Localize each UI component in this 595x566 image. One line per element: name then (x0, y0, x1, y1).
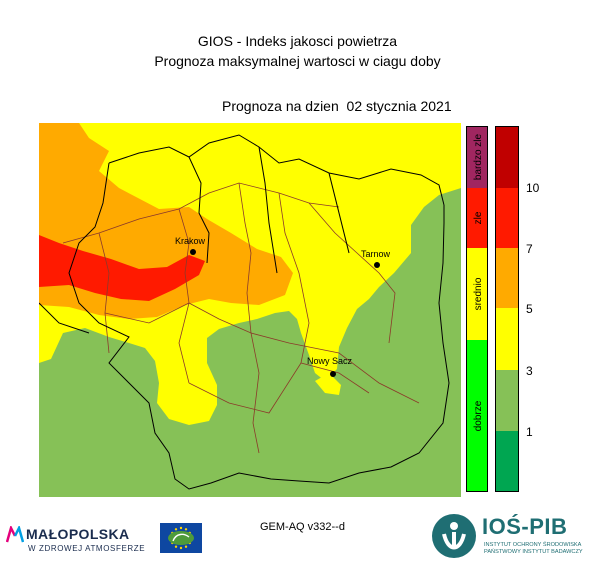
ios-pib-mark-icon (432, 514, 476, 558)
chart-title: GIOS - Indeks jakosci powietrza (197, 33, 398, 49)
legend-value-7-10 (495, 188, 519, 248)
legend-category-bar: bardzo zle zle srednio dobrze (466, 126, 488, 492)
malopolska-tagline: W ZDROWEJ ATMOSFERZE (28, 544, 146, 553)
legend-value-5-7 (495, 248, 519, 308)
legend-tick-3: 3 (526, 364, 533, 378)
legend-value-10-12 (495, 126, 519, 188)
life-logo-icon (168, 531, 194, 545)
legend-value-3-5 (495, 308, 519, 370)
zone-bad (39, 235, 205, 301)
admin-borders-province (39, 134, 450, 490)
legend-value-0-1 (495, 431, 519, 492)
eu-flag-icon (160, 523, 202, 553)
forecast-date: Prognoza na dzien 02 stycznia 2021 (222, 98, 452, 114)
legend-cat-srednio (466, 248, 488, 340)
malopolska-logo: MAŁOPOLSKA W ZDROWEJ ATMOSFERZE (6, 524, 156, 558)
legend-cat-zle (466, 188, 488, 248)
legend-cat-label-dobrze: dobrze (473, 400, 484, 431)
legend-cat-label-srednio: srednio (473, 277, 484, 310)
malopolska-mark-icon (6, 526, 24, 543)
admin-borders-regional (62, 182, 420, 454)
malopolska-name: MAŁOPOLSKA (26, 526, 130, 542)
chart-subtitle: Prognoza maksymalnej wartosci w ciagu do… (154, 53, 441, 69)
legend-tick-1: 1 (526, 425, 533, 439)
legend-value-1-3 (495, 370, 519, 431)
model-label: GEM-AQ v332--d (260, 521, 345, 533)
legend-cat-label-zle: zle (473, 211, 484, 224)
ios-pib-subtitle-2: PAŃSTWOWY INSTYTUT BADAWCZY (484, 549, 583, 555)
legend-cat-bardzo-zle (466, 126, 488, 188)
ios-pib-subtitle-1: INSTYTUT OCHRONY ŚRODOWISKA (484, 542, 582, 548)
legend-cat-label-bardzo-zle: bardzo zle (473, 133, 484, 180)
air-quality-map (39, 123, 461, 497)
ios-pib-name: IOŚ-PIB (482, 514, 568, 539)
zone-moderate-nowysacz (315, 373, 341, 395)
legend-tick-7: 7 (526, 242, 533, 256)
legend-cat-dobrze (466, 340, 488, 492)
legend-tick-5: 5 (526, 302, 533, 316)
legend-tick-10: 10 (526, 181, 540, 195)
legend-value-bar (495, 126, 519, 492)
ios-pib-logo: IOŚ-PIB INSTYTUT OCHRONY ŚRODOWISKA PAŃS… (428, 512, 590, 562)
